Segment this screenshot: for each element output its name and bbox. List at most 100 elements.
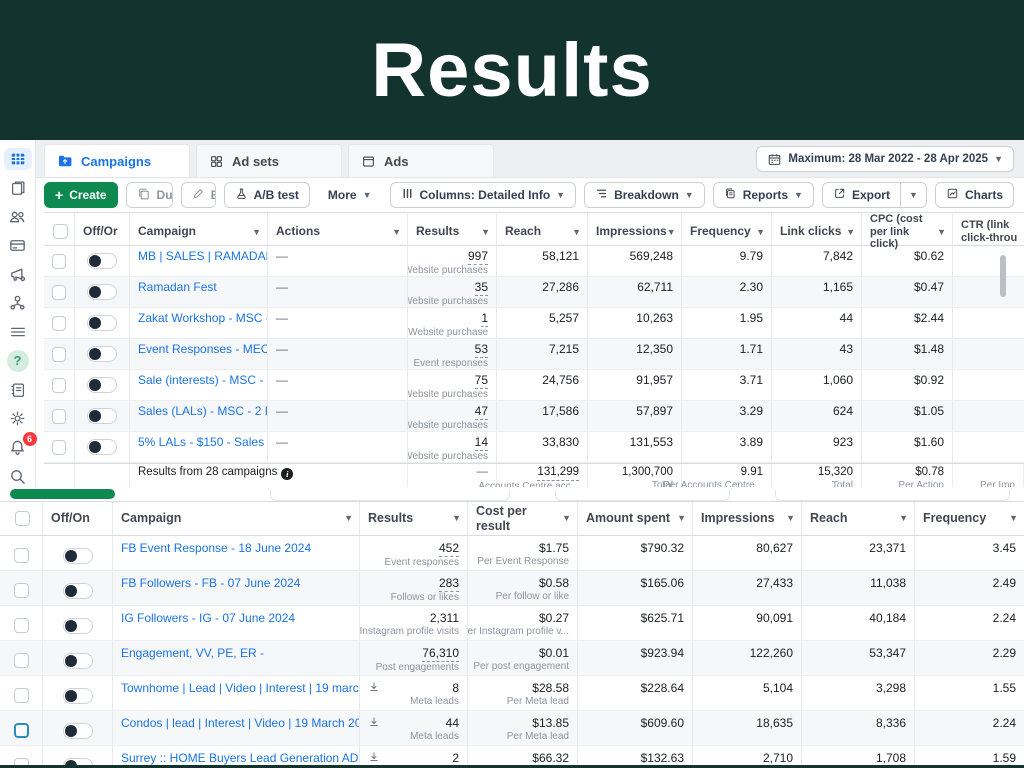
- amount-cell: $625.71: [578, 606, 693, 640]
- charts-button[interactable]: Charts: [934, 182, 1014, 208]
- campaign-toggle[interactable]: [62, 617, 93, 634]
- tab-campaigns[interactable]: Campaigns: [44, 144, 190, 177]
- campaign-link[interactable]: Surrey :: HOME Buyers Lead Generation AD…: [121, 751, 359, 765]
- select-all-checkbox[interactable]: [52, 224, 68, 240]
- row-checkbox[interactable]: [13, 688, 29, 703]
- campaign-toggle[interactable]: [62, 722, 93, 739]
- col-off[interactable]: Off/On: [43, 502, 113, 535]
- campaign-toggle[interactable]: [62, 687, 93, 704]
- campaign-link[interactable]: Event Responses - MEC - 02...: [138, 342, 268, 356]
- row-checkbox[interactable]: [52, 346, 66, 362]
- col-reach[interactable]: Reach ▼: [497, 213, 588, 251]
- campaign-link[interactable]: FB Event Response - 18 June 2024: [121, 541, 312, 555]
- download-icon[interactable]: [368, 681, 380, 696]
- export-dropdown[interactable]: ▼: [899, 183, 926, 207]
- breakdown-button[interactable]: Breakdown ▼: [584, 182, 705, 208]
- campaign-link[interactable]: Townhome | Lead | Video | Interest | 19 …: [121, 681, 360, 695]
- col-frequency[interactable]: Frequency ▼: [682, 213, 772, 251]
- ads-manager-grid-icon[interactable]: [3, 148, 32, 170]
- info-icon[interactable]: i: [281, 468, 294, 480]
- campaign-toggle[interactable]: [62, 547, 93, 564]
- campaign-toggle[interactable]: [87, 253, 117, 269]
- col-campaign[interactable]: Campaign ▼: [113, 502, 360, 535]
- campaign-toggle[interactable]: [87, 284, 117, 300]
- campaign-link[interactable]: Zakat Workshop - MSC - till...: [138, 311, 267, 325]
- tab-ads[interactable]: Ads: [348, 144, 494, 177]
- notifications-bell-icon[interactable]: 6: [4, 432, 37, 458]
- col-frequency[interactable]: Frequency ▼: [923, 511, 1018, 526]
- col-actions[interactable]: Actions ▼: [268, 213, 408, 251]
- col-off[interactable]: Off/Or: [75, 213, 130, 251]
- campaign-link[interactable]: MB | SALES | RAMADAN FEST: [138, 249, 267, 263]
- audiences-people-icon[interactable]: [4, 206, 32, 228]
- col-results[interactable]: Results ▼: [360, 502, 468, 535]
- row-checkbox[interactable]: [13, 758, 29, 768]
- help-icon[interactable]: ?: [4, 349, 32, 372]
- campaign-toggle[interactable]: [62, 582, 93, 599]
- row-checkbox[interactable]: [13, 653, 29, 668]
- row-checkbox[interactable]: [13, 723, 29, 738]
- download-icon[interactable]: [368, 716, 380, 731]
- date-range-picker[interactable]: Maximum: 28 Mar 2022 - 28 Apr 2025 ▼: [756, 146, 1014, 172]
- campaign-pages-icon[interactable]: [4, 177, 32, 199]
- col-amount-spent[interactable]: Amount spent ▼: [578, 502, 693, 535]
- campaign-link[interactable]: Sales (LALs) - MSC - 2 Feb. ...: [138, 404, 267, 418]
- all-tools-menu-icon[interactable]: [4, 321, 32, 343]
- campaign-link[interactable]: FB Followers - FB - 07 June 2024: [121, 576, 301, 590]
- partial-button: [775, 490, 1010, 501]
- campaign-toggle[interactable]: [87, 439, 117, 455]
- partial-create-button[interactable]: [10, 489, 115, 499]
- row-checkbox[interactable]: [52, 284, 66, 300]
- search-icon[interactable]: [4, 465, 32, 487]
- col-impressions[interactable]: Impressions ▼: [693, 502, 802, 535]
- row-checkbox[interactable]: [13, 548, 29, 563]
- campaign-toggle[interactable]: [87, 315, 117, 331]
- reports-button[interactable]: Reports ▼: [712, 182, 814, 208]
- edit-button[interactable]: Edit: [181, 183, 215, 207]
- col-impressions[interactable]: Impressions ▼: [588, 213, 682, 251]
- download-icon[interactable]: [368, 751, 380, 766]
- row-checkbox[interactable]: [52, 253, 66, 269]
- frequency-cell: 3.29: [682, 401, 772, 431]
- billing-card-icon[interactable]: [4, 234, 32, 256]
- campaign-link[interactable]: Condos | lead | Interest | Video | 19 Ma…: [121, 716, 360, 730]
- col-ctr[interactable]: CTR (link click-throu: [961, 219, 1018, 244]
- frequency-cell: 9.79: [682, 246, 772, 276]
- columns-button[interactable]: Columns: Detailed Info ▼: [389, 182, 577, 208]
- create-button[interactable]: + Create: [44, 182, 118, 208]
- export-button[interactable]: Export: [822, 183, 900, 207]
- more-button[interactable]: More ▼: [317, 182, 382, 208]
- row-checkbox[interactable]: [52, 439, 66, 455]
- account-notebook-icon[interactable]: [4, 379, 32, 401]
- col-link-clicks[interactable]: Link clicks ▼: [772, 213, 862, 251]
- campaign-toggle[interactable]: [87, 346, 117, 362]
- results-cell: 452 Event responses: [360, 536, 468, 570]
- row-checkbox[interactable]: [52, 408, 66, 424]
- campaign-toggle[interactable]: [87, 377, 117, 393]
- col-results[interactable]: Results ▼: [408, 213, 497, 251]
- campaign-link[interactable]: Sale (interests) - MSC - 2 Fe...: [138, 373, 267, 387]
- ads-megaphone-icon[interactable]: [4, 263, 32, 285]
- campaign-link[interactable]: 5% LALs - $150 - Sales cam...: [138, 435, 267, 449]
- col-cost-per-result[interactable]: Cost per result ▼: [468, 502, 578, 535]
- row-checkbox[interactable]: [13, 583, 29, 598]
- campaign-toggle[interactable]: [62, 652, 93, 669]
- col-campaign[interactable]: Campaign ▼: [130, 213, 268, 251]
- campaign-toggle[interactable]: [87, 408, 117, 424]
- row-checkbox[interactable]: [52, 315, 66, 331]
- vertical-scrollbar[interactable]: [1000, 255, 1006, 297]
- col-cpc[interactable]: CPC (cost per link click) ▼: [862, 213, 953, 251]
- campaign-link[interactable]: Engagement, VV, PE, ER -: [121, 646, 264, 660]
- tab-ad-sets[interactable]: Ad sets: [196, 144, 342, 177]
- col-reach[interactable]: Reach ▼: [802, 502, 915, 535]
- campaign-link[interactable]: IG Followers - IG - 07 June 2024: [121, 611, 296, 625]
- row-checkbox[interactable]: [52, 377, 66, 393]
- select-all-checkbox[interactable]: [14, 511, 30, 526]
- campaign-toggle[interactable]: [62, 757, 93, 768]
- ab-test-button[interactable]: A/B test: [223, 182, 310, 208]
- settings-gear-icon[interactable]: [4, 408, 32, 430]
- duplicate-button[interactable]: Duplicate: [126, 183, 172, 207]
- campaign-link[interactable]: Ramadan Fest: [138, 280, 217, 294]
- events-network-icon[interactable]: [4, 292, 32, 314]
- row-checkbox[interactable]: [13, 618, 29, 633]
